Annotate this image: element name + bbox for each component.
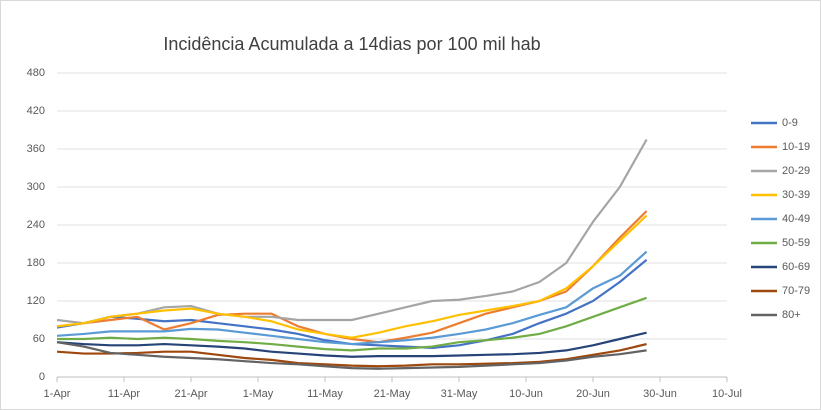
legend-label: 20-29 xyxy=(782,165,810,177)
series-line xyxy=(56,342,647,368)
series-line xyxy=(57,296,647,352)
x-tick-label: 10-Jul xyxy=(712,388,742,400)
legend-label: 70-79 xyxy=(782,285,810,297)
y-tick-label: 300 xyxy=(27,181,45,193)
x-tick-label: 10-Jun xyxy=(509,388,543,400)
x-tick-label: 11-Apr xyxy=(108,388,141,400)
y-tick-label: 480 xyxy=(27,67,45,79)
legend-label: 50-59 xyxy=(782,237,810,249)
y-tick-label: 240 xyxy=(27,219,45,231)
series-line xyxy=(56,138,648,325)
x-tick-label: 30-Jun xyxy=(643,388,677,400)
series-line xyxy=(56,250,648,346)
legend-label: 80+ xyxy=(782,309,801,321)
x-tick-label: 31-May xyxy=(441,388,478,400)
legend-label: 30-39 xyxy=(782,189,810,201)
x-tick-label: 20-Jun xyxy=(576,388,610,400)
x-tick-label: 1-Apr xyxy=(44,388,71,400)
x-tick-label: 11-May xyxy=(307,388,343,400)
y-tick-label: 60 xyxy=(33,333,45,345)
y-tick-label: 0 xyxy=(39,371,45,383)
series-line xyxy=(56,331,647,358)
legend-label: 40-49 xyxy=(782,213,810,225)
x-tick-label: 1-May xyxy=(243,388,274,400)
y-tick-label: 360 xyxy=(27,143,45,155)
legend-label: 0-9 xyxy=(782,117,798,129)
series-line xyxy=(56,341,647,370)
x-tick-label: 21-Apr xyxy=(174,388,207,400)
y-tick-label: 120 xyxy=(27,295,45,307)
legend-label: 10-19 xyxy=(782,141,810,153)
series-line xyxy=(56,214,648,339)
y-tick-label: 180 xyxy=(27,257,45,269)
y-tick-label: 420 xyxy=(27,105,45,117)
chart-title: Incidência Acumulada a 14dias por 100 mi… xyxy=(163,34,540,54)
legend-label: 60-69 xyxy=(782,261,810,273)
x-tick-label: 21-May xyxy=(374,388,411,400)
